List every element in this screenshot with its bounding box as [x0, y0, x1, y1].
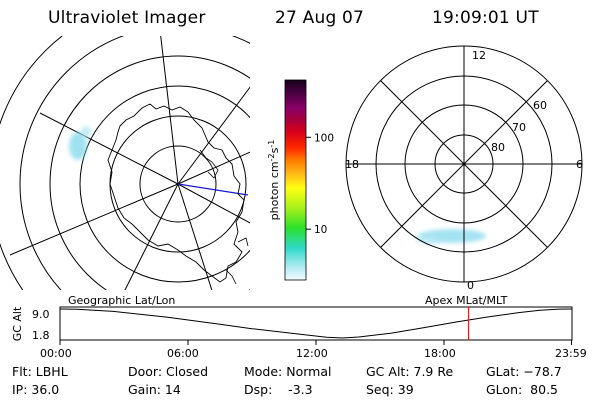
- antarctica-coastline: [107, 103, 245, 283]
- aurora-oval-right-2: [416, 236, 440, 244]
- mlt-label-0: 0: [467, 279, 474, 292]
- glat-readout: GLat: −78.7: [486, 364, 562, 379]
- door-readout: Door: Closed: [128, 364, 209, 379]
- timeline-frame: [59, 306, 573, 341]
- right-plot-caption: Apex MLat/MLT: [425, 294, 508, 307]
- mlt-label-18: 18: [345, 158, 359, 171]
- colorbar-gradient: [284, 79, 307, 281]
- timeline-axis-label: GC Alt: [11, 306, 24, 341]
- observation-date: 27 Aug 07: [275, 8, 365, 28]
- gain-readout: Gain: 14: [128, 382, 181, 397]
- colorbar-units-label: photon cm-2s-1: [267, 140, 281, 221]
- meridian-8: [9, 183, 179, 256]
- mode-readout: Mode: Normal: [244, 364, 332, 379]
- colorbar-tick-label: 10: [314, 224, 327, 236]
- lat-ring-1: [139, 145, 217, 223]
- mlat-label-60: 60: [533, 99, 547, 112]
- dsp-readout: Dsp: -3.3: [244, 382, 313, 397]
- meridian-7: [124, 183, 179, 290]
- timeline-ytick-9: 9.0: [32, 308, 50, 321]
- timeline-xtick-1: 06:00: [167, 347, 199, 360]
- sun-direction-line: [177, 183, 249, 196]
- meridian-2: [160, 36, 179, 185]
- meridian-3: [177, 86, 250, 185]
- meridian-6: [177, 183, 213, 290]
- coast-detail: [199, 149, 249, 285]
- timeline-ytick-1-8: 1.8: [32, 329, 50, 342]
- timeline-xtick-2: 12:00: [296, 347, 328, 360]
- mlt-polar-plot: 12 18 6 0 60 70 80: [345, 45, 583, 292]
- mlt-label-12: 12: [472, 49, 486, 62]
- aurora-blob-left: [69, 132, 87, 160]
- aurora-blob-left-2: [81, 126, 91, 138]
- colorbar-tick-label: 100: [314, 132, 334, 144]
- mlt-label-6: 6: [576, 158, 583, 171]
- lat-ring-5: [19, 36, 250, 290]
- colorbar: 100 10 photon cm-2s-1: [267, 79, 334, 281]
- lat-ring-3: [79, 85, 250, 283]
- orbit-altitude-curve: [59, 308, 572, 339]
- lat-ring-4: [49, 55, 250, 290]
- mlat-label-80: 80: [491, 141, 505, 154]
- left-plot-caption: Geographic Lat/Lon: [68, 294, 175, 307]
- mlat-label-70: 70: [512, 121, 526, 134]
- meridian-1: [39, 112, 179, 185]
- filter-readout: Flt: LBHL: [12, 364, 68, 379]
- timeline-xtick-4: 23:59: [555, 347, 587, 360]
- seq-readout: Seq: 39: [366, 382, 414, 397]
- ip-readout: IP: 36.0: [12, 382, 60, 397]
- meridian-4: [177, 151, 250, 185]
- timeline-xtick-3: 18:00: [424, 347, 456, 360]
- gc-alt-readout: GC Alt: 7.9 Re: [366, 364, 454, 379]
- observation-time: 19:09:01 UT: [432, 8, 539, 28]
- timeline-xtick-0: 00:00: [40, 347, 72, 360]
- instrument-title: Ultraviolet Imager: [48, 8, 206, 28]
- glon-readout: GLon: 80.5: [486, 382, 558, 397]
- orbit-timeline: Geographic Lat/Lon Apex MLat/MLT GC Alt …: [11, 294, 587, 360]
- mlt-diagonal-2: [380, 80, 548, 248]
- geographic-map: [0, 36, 250, 290]
